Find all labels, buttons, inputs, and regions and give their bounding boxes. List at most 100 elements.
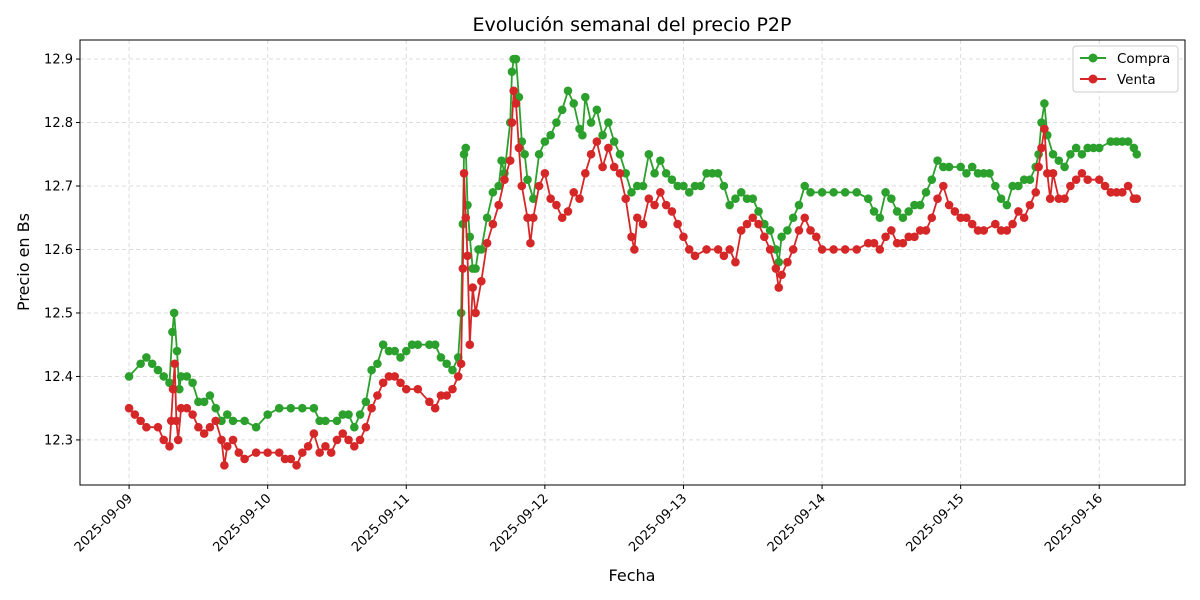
data-point	[507, 118, 517, 127]
y-axis: 12.3 12.4 12.5 12.6 12.7 12.8 12.9	[44, 53, 80, 448]
data-point	[754, 207, 763, 216]
data-point	[546, 194, 555, 204]
data-point	[413, 340, 423, 350]
data-point	[188, 378, 197, 388]
data-point	[1077, 169, 1087, 178]
data-point	[586, 149, 596, 159]
data-point	[511, 54, 521, 64]
series-venta	[124, 86, 1142, 470]
data-point	[511, 99, 521, 108]
data-point	[1083, 175, 1092, 184]
data-point	[303, 441, 313, 451]
data-point	[367, 365, 376, 375]
data-point	[956, 162, 965, 172]
data-point	[921, 188, 931, 197]
data-point	[615, 169, 625, 178]
data-point	[1054, 156, 1064, 165]
y-tick-label: 12.8	[44, 116, 73, 131]
data-point	[456, 359, 466, 369]
data-point	[852, 245, 862, 254]
y-tick-label: 12.4	[44, 370, 73, 385]
data-point	[505, 156, 515, 165]
data-point	[650, 200, 659, 210]
data-point	[350, 441, 359, 451]
data-point	[401, 346, 411, 356]
data-point	[783, 257, 792, 267]
data-point	[332, 416, 342, 426]
data-point	[172, 346, 182, 356]
x-tick-label: 2025-09-16	[1042, 491, 1106, 555]
data-point	[509, 86, 518, 96]
data-point	[962, 213, 971, 223]
data-point	[1025, 200, 1035, 210]
data-point	[829, 188, 838, 197]
data-point	[921, 226, 931, 235]
data-point	[569, 188, 579, 197]
data-point	[684, 245, 694, 254]
data-point	[604, 143, 613, 153]
data-point	[286, 403, 296, 413]
data-point	[142, 422, 151, 432]
data-point	[350, 422, 359, 432]
data-point	[679, 232, 688, 242]
data-point	[1118, 188, 1127, 197]
data-point	[806, 188, 815, 197]
data-point	[806, 226, 815, 235]
data-point	[1077, 149, 1087, 159]
data-point	[159, 372, 169, 381]
x-axis-label: Fecha	[609, 566, 656, 585]
data-point	[996, 194, 1006, 204]
data-point	[124, 372, 134, 381]
series-compra	[124, 54, 1142, 432]
data-point	[471, 264, 480, 273]
data-point	[881, 188, 890, 197]
data-point	[650, 169, 659, 178]
data-point	[390, 346, 400, 356]
data-point	[488, 188, 498, 197]
data-point	[1071, 175, 1081, 184]
data-point	[468, 283, 477, 292]
data-point	[627, 188, 636, 197]
data-point	[172, 416, 181, 426]
legend: Compra Venta	[1072, 45, 1179, 93]
data-point	[240, 416, 249, 426]
data-point	[592, 105, 602, 115]
data-point	[463, 251, 472, 261]
data-point	[892, 207, 902, 216]
data-point	[615, 149, 625, 159]
data-point	[840, 245, 850, 254]
data-point	[760, 232, 769, 242]
data-point	[667, 207, 677, 216]
data-point	[887, 194, 896, 204]
data-point	[731, 194, 740, 204]
data-point	[529, 213, 538, 223]
data-point	[442, 359, 451, 369]
data-point	[390, 372, 400, 381]
data-point	[456, 308, 466, 318]
data-point	[332, 435, 342, 445]
data-point	[713, 245, 723, 254]
data-point	[396, 378, 405, 388]
data-point	[188, 410, 197, 419]
data-point	[962, 169, 971, 178]
data-point	[321, 416, 330, 426]
data-point	[142, 353, 151, 362]
data-point	[627, 232, 636, 242]
data-point	[211, 403, 221, 413]
data-point	[731, 257, 740, 267]
data-point	[875, 245, 885, 254]
data-point	[165, 378, 174, 388]
data-point	[251, 448, 261, 457]
data-point	[298, 403, 307, 413]
x-tick-label: 2025-09-12	[488, 491, 552, 555]
data-point	[461, 213, 471, 223]
data-point	[546, 130, 555, 140]
data-point	[719, 251, 729, 261]
y-tick-label: 12.3	[44, 433, 73, 448]
data-point	[194, 422, 203, 432]
data-point	[1094, 175, 1104, 184]
y-tick-label: 12.7	[44, 180, 73, 195]
data-point	[967, 162, 977, 172]
data-point	[713, 169, 723, 178]
data-point	[910, 232, 919, 242]
